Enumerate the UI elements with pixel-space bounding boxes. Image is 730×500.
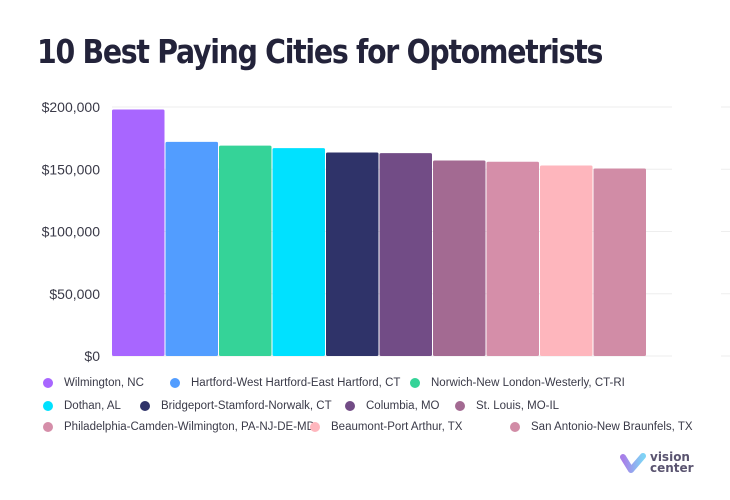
legend-dot-icon: [345, 401, 355, 411]
bar-3: [272, 148, 325, 356]
legend-label: Dothan, AL: [64, 400, 121, 412]
logo-text-line1: vision: [650, 450, 690, 464]
legend-item: San Antonio-New Braunfels, TX: [510, 421, 693, 433]
legend-dot-icon: [410, 378, 420, 388]
legend-label: Bridgeport-Stamford-Norwalk, CT: [161, 400, 332, 412]
legend-label: Philadelphia-Camden-Wilmington, PA-NJ-DE…: [64, 421, 315, 433]
bar-4: [326, 152, 379, 356]
legend-item: Philadelphia-Camden-Wilmington, PA-NJ-DE…: [43, 421, 315, 433]
bar-7: [486, 161, 539, 356]
legend-item: Norwich-New London-Westerly, CT-RI: [410, 377, 625, 389]
y-tick-label: $150,000: [42, 161, 101, 177]
logo-v-icon: [620, 453, 646, 473]
bar-chart: $0 $50,000 $100,000 $150,000 $200,000: [42, 99, 730, 364]
legend-label: Wilmington, NC: [64, 377, 144, 389]
legend-dot-icon: [455, 401, 465, 411]
legend-label: Columbia, MO: [366, 400, 440, 412]
y-tick-label: $0: [84, 348, 100, 364]
legend-item: St. Louis, MO-IL: [455, 400, 559, 412]
bar-5: [379, 153, 432, 356]
legend-label: Beaumont-Port Arthur, TX: [331, 421, 463, 433]
chart-title: 10 Best Paying Cities for Optometrists: [37, 32, 603, 71]
y-tick-label: $200,000: [42, 99, 101, 115]
legend-label: Hartford-West Hartford-East Hartford, CT: [191, 377, 401, 389]
legend-item: Beaumont-Port Arthur, TX: [310, 421, 462, 433]
legend-label: St. Louis, MO-IL: [476, 400, 560, 412]
legend-dot-icon: [140, 401, 150, 411]
bar-1: [165, 141, 218, 356]
bar-9: [593, 168, 646, 356]
bar-0: [112, 109, 165, 357]
legend-dot-icon: [43, 422, 53, 432]
vision-center-logo: vision center: [620, 450, 694, 475]
bar-2: [219, 145, 272, 356]
legend-dot-icon: [510, 422, 520, 432]
y-tick-label: $100,000: [42, 224, 101, 240]
legend-item: Dothan, AL: [43, 400, 121, 412]
legend-item: Wilmington, NC: [43, 377, 144, 389]
legend-dot-icon: [310, 422, 320, 432]
legend-item: Bridgeport-Stamford-Norwalk, CT: [140, 400, 332, 412]
bar-8: [540, 165, 593, 356]
bar-6: [433, 160, 486, 356]
logo-text-line2: center: [650, 461, 694, 475]
legend-dot-icon: [170, 378, 180, 388]
legend-label: Norwich-New London-Westerly, CT-RI: [431, 377, 625, 389]
legend-label: San Antonio-New Braunfels, TX: [531, 421, 693, 433]
y-tick-label: $50,000: [49, 286, 100, 302]
legend-dot-icon: [43, 401, 53, 411]
legend-item: Columbia, MO: [345, 400, 440, 412]
legend-dot-icon: [43, 378, 53, 388]
legend-item: Hartford-West Hartford-East Hartford, CT: [170, 377, 400, 389]
